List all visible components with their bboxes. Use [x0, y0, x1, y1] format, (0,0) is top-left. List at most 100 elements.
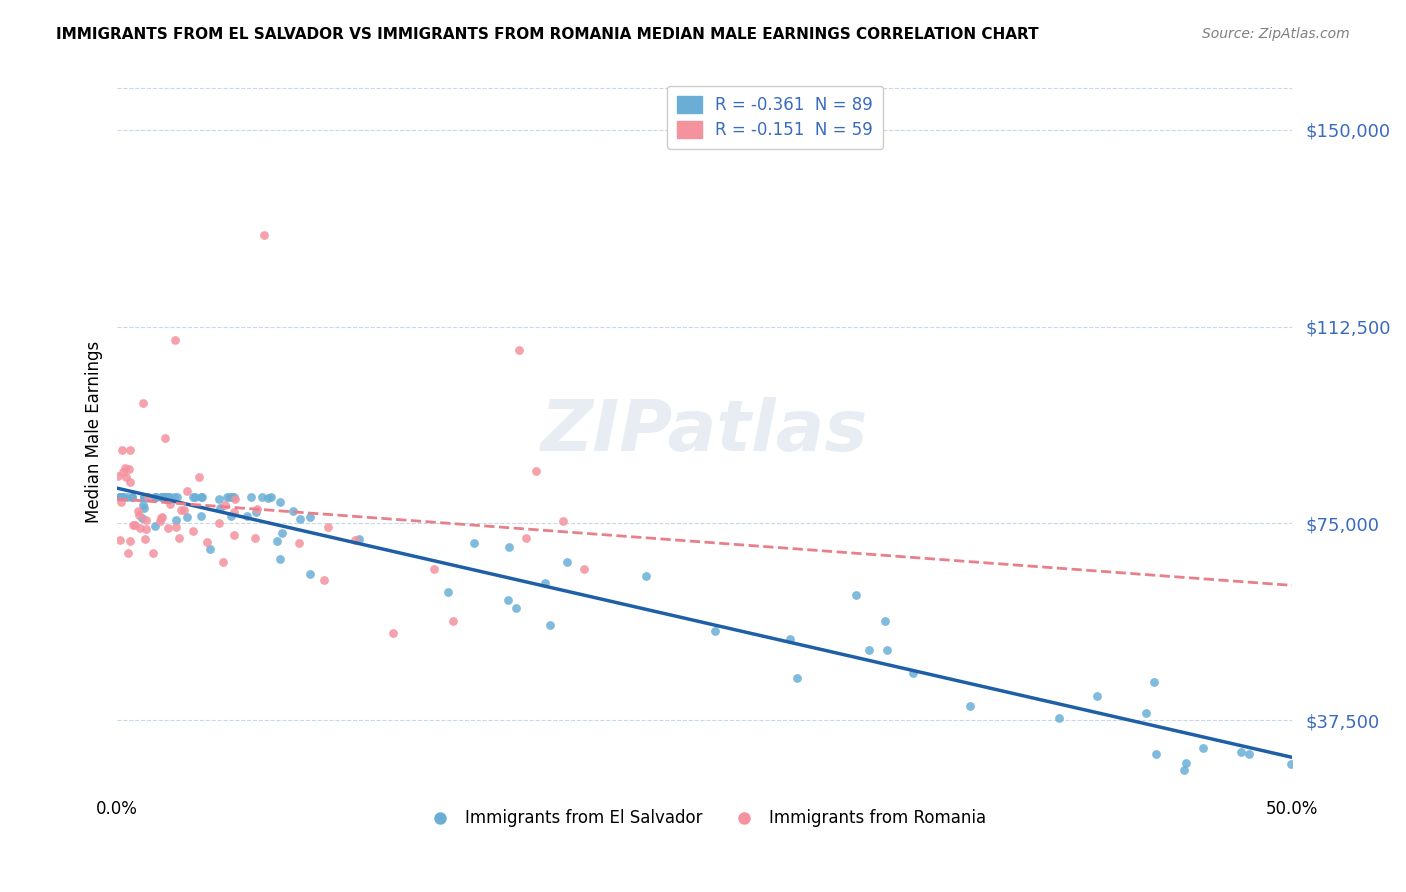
Point	[423, 562, 446, 576]
Point	[299, 566, 322, 581]
Point	[118, 443, 141, 458]
Point	[156, 490, 179, 504]
Point	[876, 643, 898, 657]
Point	[132, 501, 155, 516]
Point	[135, 522, 157, 536]
Point	[115, 470, 138, 484]
Point	[1143, 675, 1166, 690]
Point	[786, 671, 808, 685]
Point	[214, 498, 236, 512]
Point	[533, 575, 555, 590]
Point	[538, 618, 561, 632]
Point	[165, 520, 187, 534]
Point	[111, 490, 134, 504]
Point	[208, 491, 231, 506]
Point	[636, 568, 658, 582]
Point	[250, 490, 273, 504]
Text: IMMIGRANTS FROM EL SALVADOR VS IMMIGRANTS FROM ROMANIA MEDIAN MALE EARNINGS CORR: IMMIGRANTS FROM EL SALVADOR VS IMMIGRANT…	[56, 27, 1039, 42]
Point	[195, 535, 218, 549]
Point	[143, 490, 166, 504]
Point	[114, 461, 136, 475]
Point	[298, 510, 321, 524]
Point	[498, 540, 520, 554]
Point	[136, 490, 159, 504]
Point	[170, 502, 193, 516]
Point	[312, 573, 335, 587]
Point	[150, 510, 173, 524]
Point	[110, 490, 132, 504]
Point	[181, 490, 204, 504]
Point	[135, 513, 157, 527]
Point	[1191, 740, 1213, 755]
Point	[176, 510, 198, 524]
Point	[1135, 706, 1157, 720]
Point	[1173, 763, 1195, 777]
Point	[1237, 747, 1260, 761]
Point	[190, 509, 212, 524]
Point	[873, 614, 896, 628]
Point	[132, 490, 155, 504]
Point	[555, 555, 578, 569]
Point	[159, 490, 181, 504]
Point	[243, 531, 266, 545]
Point	[1144, 747, 1167, 761]
Point	[153, 431, 176, 445]
Point	[149, 514, 172, 528]
Point	[208, 500, 231, 515]
Point	[190, 490, 212, 504]
Point	[574, 562, 596, 576]
Point	[163, 490, 186, 504]
Point	[198, 542, 221, 557]
Point	[496, 592, 519, 607]
Point	[145, 490, 167, 504]
Point	[288, 512, 311, 526]
Point	[1279, 757, 1302, 772]
Point	[124, 518, 146, 533]
Point	[107, 468, 129, 483]
Point	[1229, 745, 1251, 759]
Point	[108, 490, 131, 504]
Point	[166, 490, 188, 504]
Point	[176, 484, 198, 499]
Point	[437, 585, 460, 599]
Point	[159, 497, 181, 511]
Point	[508, 343, 530, 358]
Point	[349, 532, 371, 546]
Text: ZIPatlas: ZIPatlas	[541, 397, 868, 467]
Point	[271, 525, 294, 540]
Point	[187, 470, 209, 484]
Point	[111, 442, 134, 457]
Point	[246, 502, 269, 516]
Point	[287, 535, 309, 549]
Point	[779, 632, 801, 647]
Point	[221, 490, 243, 504]
Point	[118, 462, 141, 476]
Point	[127, 504, 149, 518]
Point	[153, 490, 176, 504]
Point	[108, 490, 131, 504]
Text: Source: ZipAtlas.com: Source: ZipAtlas.com	[1202, 27, 1350, 41]
Point	[165, 513, 187, 527]
Point	[117, 546, 139, 560]
Point	[704, 624, 727, 639]
Point	[236, 509, 259, 524]
Point	[1175, 756, 1198, 770]
Point	[157, 490, 180, 504]
Point	[219, 509, 242, 524]
Point	[269, 495, 291, 509]
Point	[224, 491, 246, 506]
Point	[112, 490, 135, 504]
Point	[219, 490, 242, 504]
Point	[222, 490, 245, 504]
Point	[515, 532, 537, 546]
Point	[381, 625, 404, 640]
Point	[215, 490, 238, 504]
Point	[245, 505, 267, 519]
Point	[181, 524, 204, 539]
Point	[152, 490, 174, 504]
Point	[121, 490, 143, 504]
Point	[121, 490, 143, 504]
Point	[128, 508, 150, 522]
Point	[165, 333, 187, 347]
Point	[1085, 689, 1108, 703]
